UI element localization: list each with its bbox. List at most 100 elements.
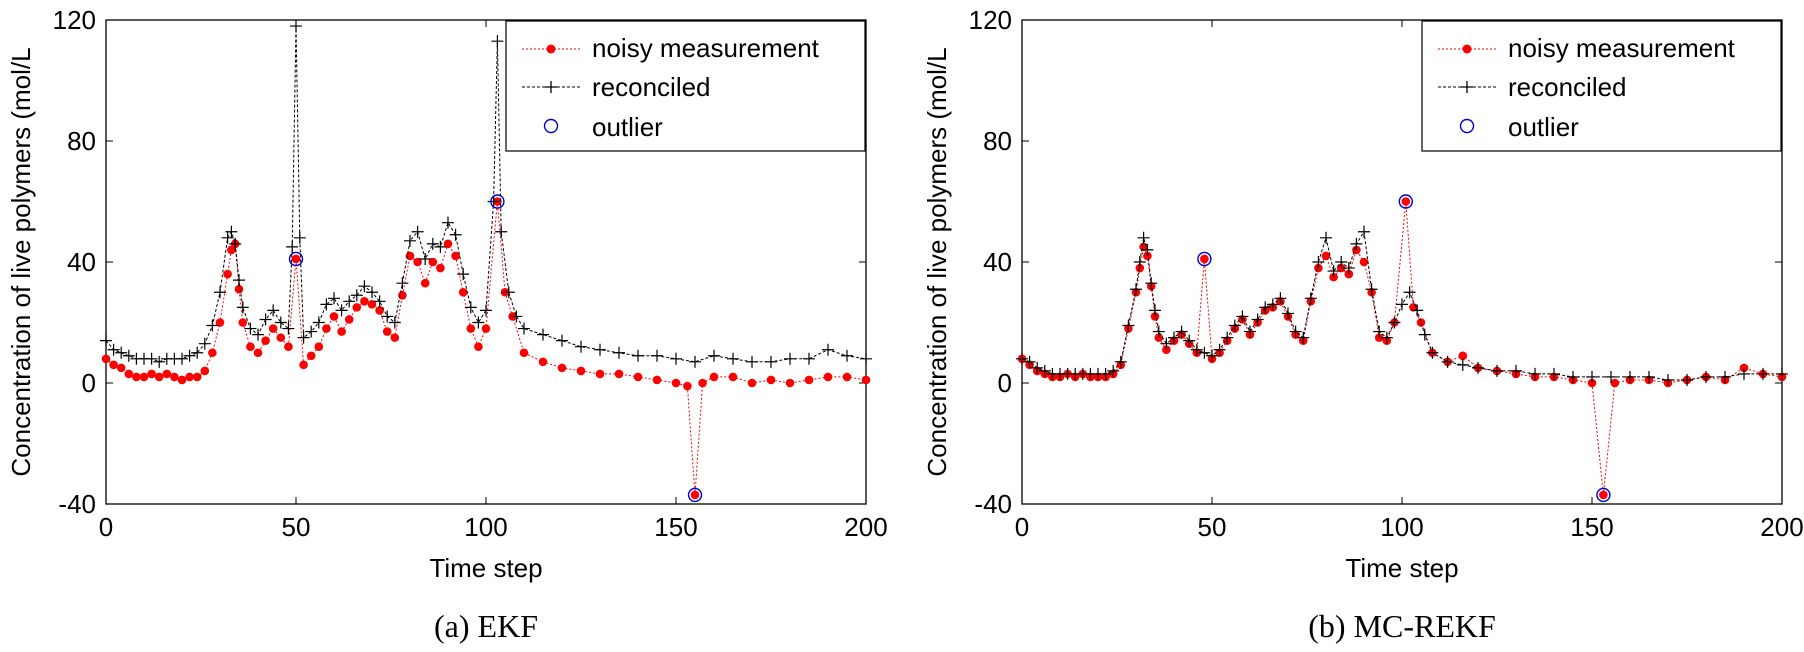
data-point-reconciled <box>1266 298 1279 311</box>
x-tick-label: 100 <box>1380 512 1423 542</box>
data-point-reconciled <box>518 322 530 335</box>
data-point-reconciled <box>328 292 340 305</box>
data-point-reconciled <box>464 301 477 314</box>
data-point-reconciled <box>1259 301 1272 314</box>
data-point-reconciled <box>1141 243 1154 256</box>
data-point-reconciled <box>236 301 249 314</box>
data-point-noisy-measurement <box>842 372 852 382</box>
data-point-outlier <box>288 251 304 267</box>
legend-label-outlier: outlier <box>592 112 663 142</box>
x-axis-label: Time step <box>429 553 542 583</box>
data-point-reconciled <box>841 349 853 362</box>
data-point-reconciled <box>1149 304 1161 317</box>
data-point-noisy-measurement <box>322 324 331 333</box>
data-point-reconciled <box>1643 370 1655 383</box>
data-point-reconciled <box>1304 292 1317 305</box>
data-point-reconciled <box>1403 286 1416 299</box>
data-point-noisy-measurement <box>1587 378 1597 388</box>
data-point-reconciled <box>191 346 204 359</box>
data-point-reconciled <box>1198 346 1211 359</box>
data-point-noisy-measurement <box>1739 363 1749 373</box>
data-point-reconciled <box>594 343 606 356</box>
data-point-reconciled <box>335 304 348 317</box>
series-layer <box>100 20 872 503</box>
data-point-reconciled <box>1099 367 1112 380</box>
data-point-noisy-measurement <box>162 369 172 379</box>
legend-marker-reconciled <box>1461 81 1473 93</box>
data-point-reconciled <box>746 355 758 368</box>
data-point-reconciled <box>1289 325 1302 338</box>
data-point-reconciled <box>1320 231 1332 244</box>
data-point-noisy-measurement <box>690 490 700 500</box>
data-point-reconciled <box>1605 370 1617 383</box>
data-point-reconciled <box>575 340 587 353</box>
data-point-noisy-measurement <box>466 324 476 333</box>
legend-marker-noisy <box>1462 44 1472 54</box>
data-point-noisy-measurement <box>109 360 118 370</box>
data-point-reconciled <box>1221 331 1234 344</box>
data-point-noisy-measurement <box>215 318 225 327</box>
data-point-noisy-measurement <box>367 300 377 309</box>
data-point-noisy-measurement <box>652 375 662 385</box>
data-point-reconciled <box>176 352 188 365</box>
data-point-reconciled <box>457 268 470 281</box>
data-point-noisy-measurement <box>823 372 833 382</box>
x-tick-label: 50 <box>1198 512 1227 542</box>
data-point-reconciled <box>556 334 568 347</box>
legend-marker-outlier <box>543 118 559 134</box>
legend-marker-outlier <box>1459 118 1475 134</box>
data-point-noisy-measurement <box>1599 490 1608 500</box>
data-point-noisy-measurement <box>344 315 354 324</box>
data-point-reconciled <box>233 274 245 287</box>
legend-marker-reconciled <box>545 81 557 93</box>
data-point-noisy-measurement <box>728 372 738 382</box>
data-point-noisy-measurement <box>234 284 244 294</box>
data-point-reconciled <box>1122 319 1135 332</box>
data-point-reconciled <box>411 225 424 238</box>
data-point-noisy-measurement <box>124 369 134 379</box>
data-point-reconciled <box>1456 358 1469 371</box>
data-point-reconciled <box>1342 262 1355 275</box>
data-point-reconciled <box>1719 370 1731 383</box>
x-tick-label: 0 <box>1015 512 1029 542</box>
data-point-noisy-measurement <box>139 372 149 382</box>
y-tick-label: 40 <box>67 247 96 277</box>
data-point-outlier <box>687 487 703 503</box>
data-point-reconciled <box>1335 256 1348 268</box>
data-point-reconciled <box>1510 364 1522 377</box>
data-point-reconciled <box>1282 307 1294 320</box>
series-layer <box>1016 194 1788 503</box>
data-point-reconciled <box>183 349 196 362</box>
data-point-noisy-measurement <box>268 324 278 333</box>
data-point-noisy-measurement <box>1610 378 1620 388</box>
legend-label-noisy: noisy measurement <box>1508 33 1736 63</box>
data-point-noisy-measurement <box>766 375 776 385</box>
x-tick-label: 150 <box>654 512 697 542</box>
y-tick-label: -40 <box>58 489 96 519</box>
data-point-reconciled <box>252 328 264 341</box>
data-point-reconciled <box>388 316 401 329</box>
data-point-reconciled <box>1183 334 1196 347</box>
data-point-reconciled <box>784 352 796 365</box>
data-point-reconciled <box>1213 343 1226 356</box>
data-point-reconciled <box>502 286 515 299</box>
data-point-reconciled <box>122 349 135 362</box>
subfigure-caption: (b) MC-REKF <box>1308 608 1496 644</box>
data-point-reconciled <box>1130 283 1142 296</box>
data-point-reconciled <box>198 337 211 350</box>
data-point-reconciled <box>100 334 112 347</box>
data-point-reconciled <box>1114 355 1127 368</box>
data-point-reconciled <box>404 234 416 247</box>
data-point-reconciled <box>293 231 306 244</box>
data-point-reconciled <box>1038 364 1051 377</box>
data-point-noisy-measurement <box>223 269 232 279</box>
data-point-reconciled <box>1312 256 1325 268</box>
data-point-reconciled <box>491 35 504 48</box>
data-point-noisy-measurement <box>306 351 316 361</box>
data-point-reconciled <box>651 349 663 362</box>
data-point-reconciled <box>1472 361 1484 374</box>
data-point-reconciled <box>689 355 701 368</box>
data-point-reconciled <box>225 225 238 238</box>
